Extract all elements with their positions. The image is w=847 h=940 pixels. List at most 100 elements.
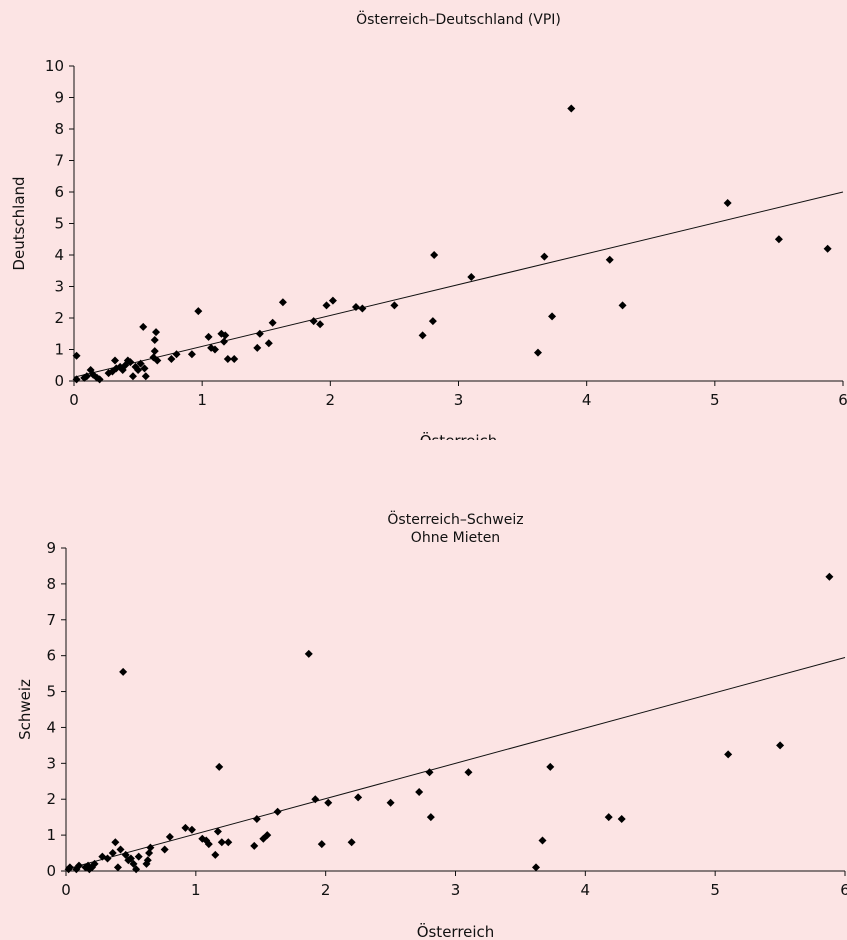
data-point	[278, 298, 287, 307]
scatter-chart-austria-switzerland: Österreich–Schweiz Ohne Mieten 0 1 2 3 4 5 6 0 1 2 3…	[16, 510, 847, 940]
y-tick-label: 9	[46, 539, 56, 557]
y-tick-label: 5	[54, 215, 64, 233]
y-tick-label: 4	[46, 718, 56, 736]
data-point	[223, 354, 232, 363]
data-point	[150, 336, 159, 345]
x-tick-label: 5	[710, 391, 720, 409]
data-point	[415, 788, 424, 797]
data-point	[304, 649, 313, 658]
data-point	[134, 365, 143, 374]
data-point	[224, 838, 233, 847]
data-point	[143, 856, 152, 865]
data-point	[425, 768, 434, 777]
y-axis-label: Deutschland	[10, 176, 28, 270]
x-tick-label: 0	[69, 391, 79, 409]
data-point	[128, 372, 137, 381]
data-point	[119, 667, 128, 676]
data-point	[204, 332, 213, 341]
data-point	[219, 337, 228, 346]
data-point	[132, 865, 141, 874]
data-point	[255, 329, 264, 338]
data-point	[253, 343, 262, 352]
data-point	[618, 301, 627, 310]
data-point	[531, 863, 540, 872]
data-point	[426, 813, 435, 822]
data-point	[213, 827, 222, 836]
data-point	[82, 372, 91, 381]
data-point	[774, 235, 783, 244]
data-point	[605, 255, 614, 264]
x-tick-label: 0	[61, 881, 71, 899]
data-point	[316, 320, 325, 329]
y-tick-label: 1	[54, 341, 64, 359]
y-tick-label: 7	[54, 152, 64, 170]
data-point	[724, 750, 733, 759]
x-tick-label: 1	[191, 881, 201, 899]
data-point	[604, 813, 613, 822]
data-point	[328, 296, 337, 305]
data-point	[165, 832, 174, 841]
data-point	[181, 823, 190, 832]
y-axis-label: Schweiz	[16, 679, 34, 740]
data-point	[273, 807, 282, 816]
data-point	[317, 840, 326, 849]
data-point	[95, 375, 104, 384]
y-tick-label: 7	[46, 611, 56, 629]
data-point	[386, 798, 395, 807]
data-point	[263, 831, 272, 840]
data-point	[430, 251, 439, 259]
data-point	[538, 836, 547, 845]
data-point	[72, 375, 81, 384]
chart-subtitle: Ohne Mieten	[411, 530, 500, 546]
y-tick-label: 2	[46, 790, 56, 808]
data-point	[428, 317, 437, 326]
x-tick-label: 2	[326, 391, 336, 409]
data-point	[74, 861, 83, 870]
data-point	[250, 841, 259, 850]
x-tick-label: 6	[838, 391, 847, 409]
chart-title: Österreich–Schweiz	[387, 510, 523, 528]
scatter-chart-austria-germany: Österreich–Deutschland (VPI) 0 1 2 3 4 5 6 0 1 2 3 4…	[10, 10, 847, 440]
data-point	[358, 304, 367, 313]
y-tick-label: 1	[46, 826, 56, 844]
data-point	[172, 350, 181, 359]
x-axis-label: Österreich	[420, 431, 498, 440]
data-point	[187, 825, 196, 834]
data-point	[204, 840, 213, 849]
data-point	[108, 849, 117, 858]
data-point	[141, 372, 150, 381]
y-tick-label: 8	[46, 575, 56, 593]
y-tick-label: 0	[54, 372, 64, 390]
data-point	[145, 849, 154, 858]
trend-line	[73, 191, 844, 378]
trend-line	[65, 656, 846, 870]
y-tick-label: 3	[54, 278, 64, 296]
y-tick-label: 6	[46, 647, 56, 665]
data-point	[351, 302, 360, 311]
data-point	[776, 741, 785, 750]
x-tick-label: 4	[581, 881, 591, 899]
data-point	[160, 845, 169, 854]
data-point	[311, 795, 320, 804]
data-point	[136, 359, 145, 368]
data-point	[823, 244, 832, 253]
data-point	[825, 572, 834, 581]
data-point	[194, 307, 203, 316]
data-point	[153, 356, 162, 365]
y-tick-label: 4	[54, 246, 64, 264]
y-tick-label: 6	[54, 183, 64, 201]
data-point	[150, 347, 159, 356]
data-point	[116, 845, 125, 854]
y-tick-label: 0	[46, 862, 56, 880]
y-tick-label: 8	[54, 120, 64, 138]
data-point	[90, 859, 99, 868]
data-point	[723, 199, 732, 208]
data-point	[129, 859, 138, 868]
data-point	[546, 762, 555, 771]
data-point	[252, 814, 261, 823]
data-point	[126, 358, 135, 367]
data-point	[324, 798, 333, 807]
data-point	[140, 364, 149, 373]
x-tick-label: 5	[710, 881, 720, 899]
x-tick-label: 2	[321, 881, 331, 899]
